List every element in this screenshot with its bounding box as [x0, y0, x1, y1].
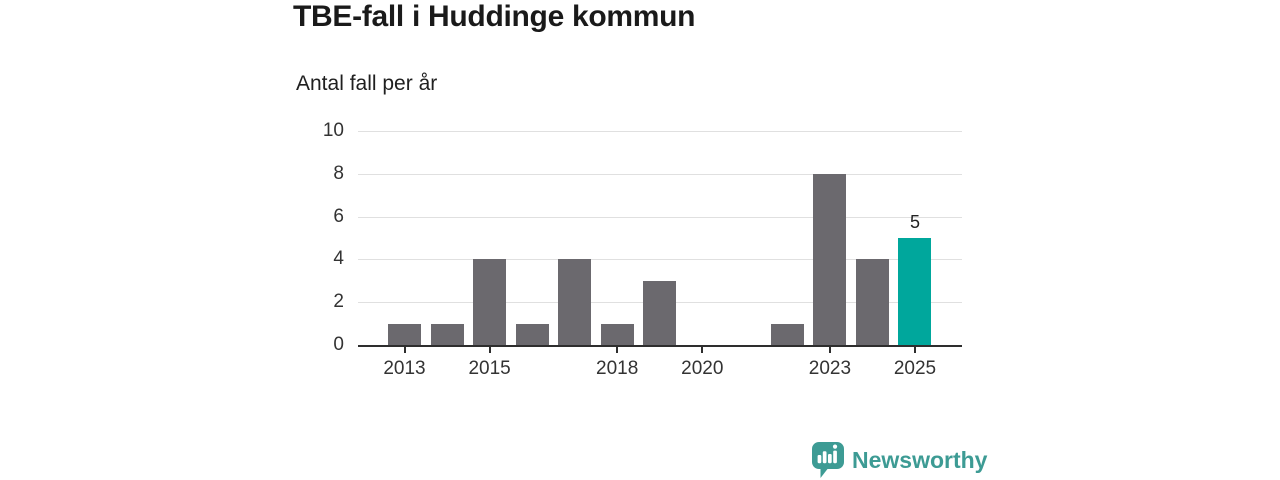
bar-2024	[855, 259, 889, 345]
y-axis-tick-label: 6	[333, 205, 344, 227]
bar-2023	[813, 173, 847, 345]
chart-subtitle: Antal fall per år	[296, 72, 438, 95]
gridline-y-4	[358, 259, 962, 261]
bar-2025	[898, 238, 932, 345]
x-tick-2018	[616, 347, 619, 353]
y-axis-tick-label: 10	[322, 120, 344, 141]
x-axis-tick-label: 2015	[468, 358, 511, 379]
gridline-y-6	[358, 216, 962, 218]
bar-2022	[770, 323, 804, 345]
x-tick-2013	[403, 347, 406, 353]
bar-2018	[600, 323, 634, 345]
x-axis-tick-label: 2013	[383, 358, 426, 379]
x-axis-line	[358, 345, 962, 347]
x-axis-tick-label: 2020	[681, 358, 724, 379]
bar-2013	[388, 323, 421, 345]
highlight-value-label: 5	[909, 212, 920, 232]
y-axis-tick-label: 8	[333, 162, 344, 184]
x-tick-2025	[913, 347, 916, 353]
gridline-y-10	[358, 131, 962, 132]
newsworthy-logo: Newsworthy	[812, 442, 987, 478]
chart-title: TBE-fall i Huddinge kommun	[293, 0, 696, 33]
y-axis-tick-label: 4	[333, 248, 344, 270]
x-axis-tick-label: 2018	[596, 358, 639, 379]
newsworthy-chart-bubble-icon	[812, 442, 844, 478]
newsworthy-brand-name: Newsworthy	[852, 446, 988, 473]
x-tick-2023	[828, 347, 831, 353]
x-axis-tick-label: 2023	[808, 358, 852, 379]
y-axis-tick-label: 0	[333, 334, 344, 355]
y-axis-tick-label: 2	[333, 291, 344, 313]
x-axis-tick-label: 2025	[893, 358, 937, 379]
gridline-y-8	[358, 173, 962, 175]
bar-2019	[643, 280, 677, 345]
x-tick-2020	[701, 347, 704, 353]
bar-2017	[558, 259, 592, 345]
bar-2016	[515, 323, 549, 345]
bar-2015	[473, 259, 507, 345]
bar-2014	[430, 323, 464, 345]
x-tick-2015	[488, 347, 491, 353]
